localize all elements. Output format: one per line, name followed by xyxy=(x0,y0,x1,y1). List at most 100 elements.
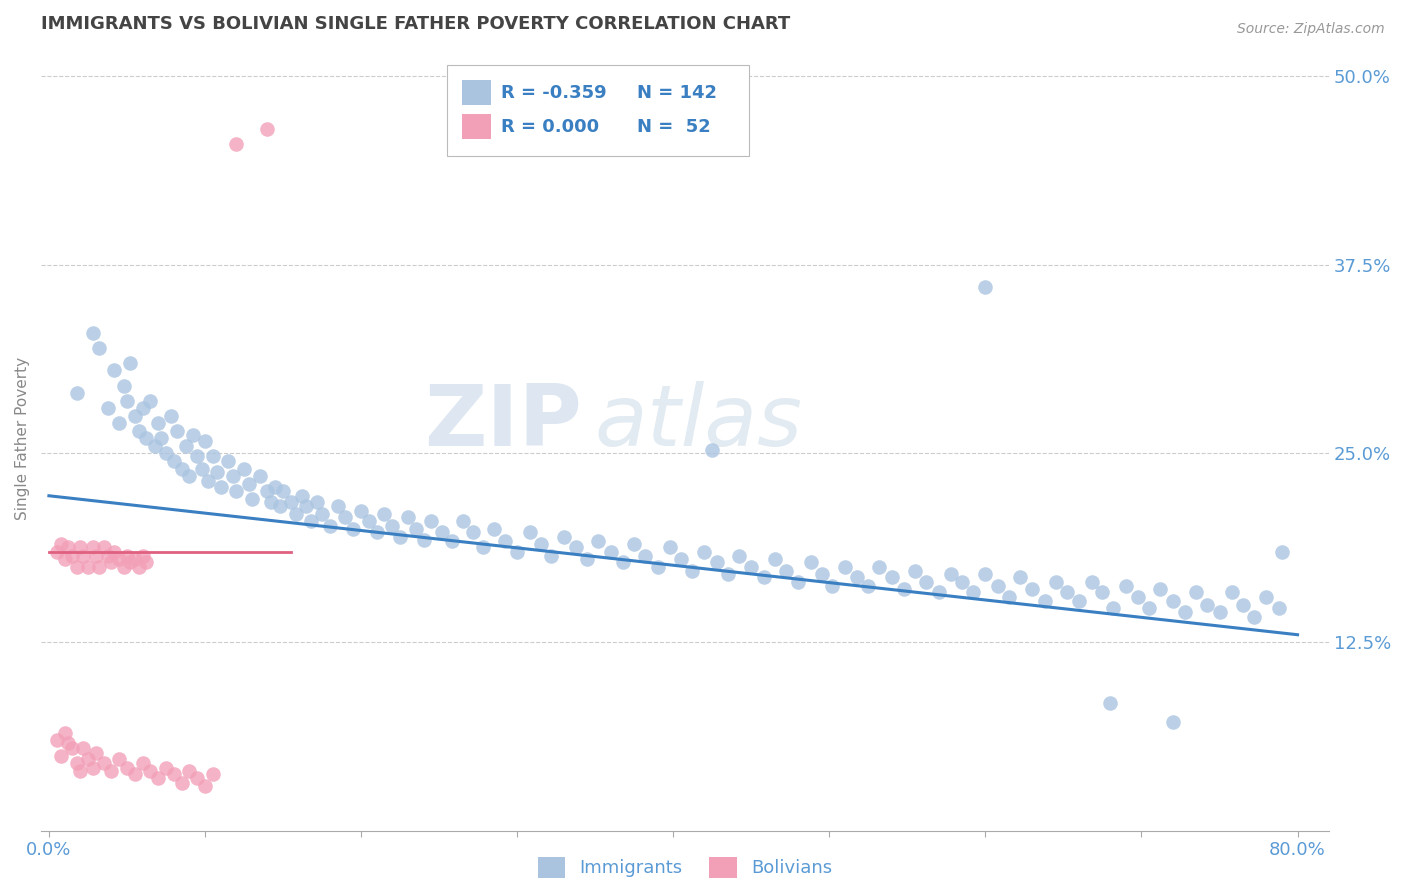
Point xyxy=(702,443,724,458)
Point xyxy=(225,484,247,499)
Point xyxy=(647,559,669,574)
Point xyxy=(238,476,260,491)
Point xyxy=(174,439,197,453)
Bar xyxy=(463,114,491,139)
Point xyxy=(163,766,186,780)
Point xyxy=(60,549,83,564)
Point xyxy=(451,515,474,529)
Point xyxy=(60,741,83,756)
Point xyxy=(128,559,150,574)
Point xyxy=(295,500,318,514)
Point xyxy=(256,484,278,499)
Text: Source: ZipAtlas.com: Source: ZipAtlas.com xyxy=(1237,22,1385,37)
Point xyxy=(256,121,278,136)
Point xyxy=(201,766,224,780)
Point xyxy=(131,401,153,416)
Point xyxy=(1149,582,1171,597)
Point xyxy=(249,469,271,483)
Point xyxy=(1045,574,1067,589)
Point xyxy=(179,764,201,778)
Point xyxy=(72,549,94,564)
Point xyxy=(565,540,588,554)
Point xyxy=(681,564,703,578)
Point xyxy=(135,555,157,569)
Point xyxy=(186,771,208,785)
Point xyxy=(163,454,186,468)
Point xyxy=(87,559,110,574)
Point xyxy=(170,776,193,790)
Point xyxy=(1067,594,1090,608)
Point xyxy=(82,326,104,340)
Point xyxy=(56,540,79,554)
Point xyxy=(821,579,844,593)
Point xyxy=(225,136,247,151)
Point xyxy=(150,431,173,445)
Point xyxy=(717,567,740,582)
Point xyxy=(634,549,657,564)
Point xyxy=(307,495,329,509)
Point xyxy=(529,537,551,551)
Point xyxy=(194,434,217,449)
Point xyxy=(962,585,984,599)
Point xyxy=(45,733,67,747)
Point xyxy=(858,579,880,593)
Point xyxy=(69,540,91,554)
Point xyxy=(1174,605,1197,619)
Point xyxy=(135,431,157,445)
Point xyxy=(904,564,927,578)
Point xyxy=(1115,579,1137,593)
Point xyxy=(950,574,973,589)
Point xyxy=(170,461,193,475)
Point xyxy=(1220,585,1243,599)
Point xyxy=(1128,590,1150,604)
Point xyxy=(284,507,307,521)
Point xyxy=(834,559,856,574)
Point xyxy=(693,544,716,558)
Point xyxy=(974,280,997,294)
Point xyxy=(553,530,575,544)
Point xyxy=(494,534,516,549)
Point xyxy=(128,424,150,438)
Point xyxy=(131,549,153,564)
Point xyxy=(181,428,204,442)
Point xyxy=(207,465,229,479)
Point xyxy=(727,549,749,564)
Point xyxy=(120,356,142,370)
Point xyxy=(271,484,294,499)
Point xyxy=(342,522,364,536)
Point xyxy=(179,469,201,483)
Point xyxy=(1271,544,1294,558)
Point xyxy=(264,480,287,494)
Point xyxy=(240,491,263,506)
Point xyxy=(299,515,322,529)
Point xyxy=(66,756,89,771)
Point xyxy=(763,552,786,566)
Point xyxy=(311,507,333,521)
Point xyxy=(146,771,169,785)
Point xyxy=(659,540,682,554)
Point xyxy=(209,480,232,494)
Point xyxy=(623,537,645,551)
Point xyxy=(319,519,342,533)
Point xyxy=(197,474,219,488)
Y-axis label: Single Father Poverty: Single Father Poverty xyxy=(15,357,30,520)
Point xyxy=(124,552,146,566)
Point xyxy=(939,567,962,582)
Point xyxy=(471,540,494,554)
Point xyxy=(155,761,177,775)
Point xyxy=(53,726,76,740)
Point xyxy=(1268,600,1291,615)
Text: N =  52: N = 52 xyxy=(637,118,711,136)
Point xyxy=(191,461,214,475)
Point xyxy=(1185,585,1208,599)
Point xyxy=(100,764,122,778)
Point xyxy=(233,461,256,475)
Point xyxy=(1033,594,1056,608)
Point xyxy=(373,507,395,521)
Point xyxy=(1208,605,1230,619)
Point xyxy=(787,574,810,589)
Point xyxy=(335,510,357,524)
Point xyxy=(159,409,181,423)
Point xyxy=(194,779,217,793)
Point xyxy=(112,559,135,574)
